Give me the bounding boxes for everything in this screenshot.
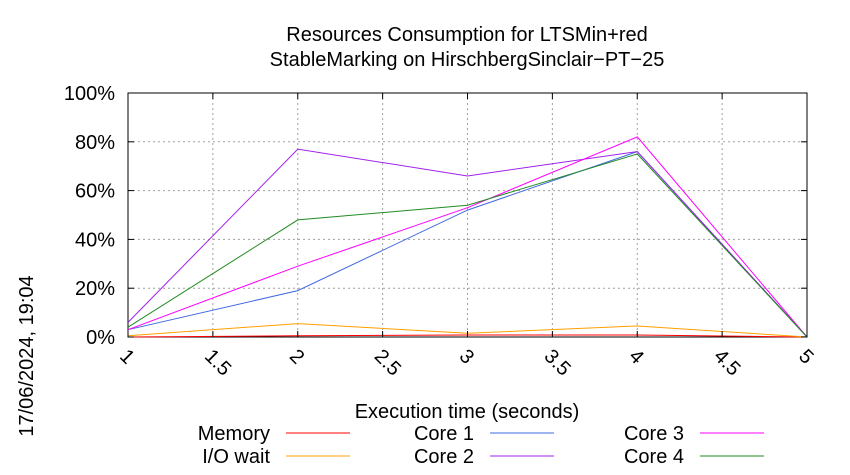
y-axis-ticks: 0% 20% 40% 60% 80% 100% bbox=[64, 83, 807, 349]
series-lines bbox=[127, 136, 808, 338]
legend-label-core-4: Core 4 bbox=[624, 446, 684, 468]
x-tick-label: 5 bbox=[794, 345, 817, 368]
grid bbox=[128, 93, 807, 337]
x-tick-label: 4 bbox=[624, 345, 647, 368]
series-line-core-2 bbox=[127, 148, 808, 338]
x-tick-label: 4.5 bbox=[709, 345, 744, 380]
legend-label-core-3: Core 3 bbox=[624, 423, 684, 445]
x-tick-label: 3 bbox=[455, 345, 478, 368]
chart-title-line-1: Resources Consumption for LTSMin+red bbox=[286, 24, 647, 46]
y-tick-label: 20% bbox=[75, 278, 115, 300]
y-tick-label: 100% bbox=[64, 83, 115, 105]
x-tick-label: 1 bbox=[115, 345, 138, 368]
x-axis-label: Execution time (seconds) bbox=[355, 401, 580, 423]
legend-label-core-1: Core 1 bbox=[414, 423, 474, 445]
x-tick-label: 3.5 bbox=[540, 345, 575, 380]
y-tick-label: 60% bbox=[75, 181, 115, 203]
y-tick-label: 40% bbox=[75, 229, 115, 251]
y-tick-label: 80% bbox=[75, 132, 115, 154]
x-tick-label: 2.5 bbox=[370, 345, 405, 380]
legend-label-core-2: Core 2 bbox=[414, 446, 474, 468]
timestamp-label: 17/06/2024, 19:04 bbox=[16, 275, 38, 436]
x-tick-label: 1.5 bbox=[200, 345, 235, 380]
y-tick-label: 0% bbox=[86, 327, 115, 349]
legend-label-memory: Memory bbox=[198, 423, 270, 445]
chart-title: Resources Consumption for LTSMin+red Sta… bbox=[270, 24, 665, 71]
legend-label-i-o-wait: I/O wait bbox=[202, 446, 270, 468]
series-line-core-4 bbox=[127, 153, 808, 338]
chart-title-line-2: StableMarking on HirschbergSinclair−PT−2… bbox=[270, 49, 665, 71]
series-line-core-3 bbox=[127, 136, 808, 338]
x-tick-label: 2 bbox=[285, 345, 308, 368]
